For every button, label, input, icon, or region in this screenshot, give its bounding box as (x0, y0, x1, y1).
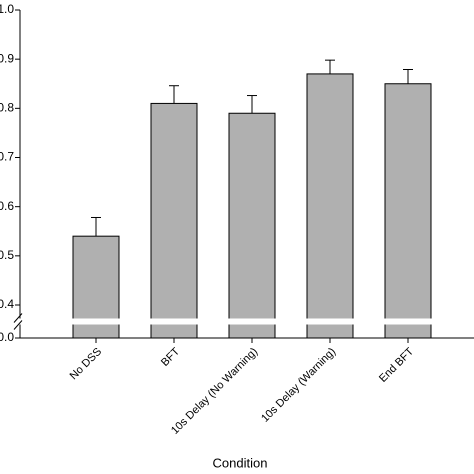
x-tick-label: BFT (159, 345, 182, 368)
bar (384, 83, 432, 339)
bar (306, 73, 354, 339)
bar (228, 112, 276, 339)
break-mark (13, 320, 23, 330)
y-tick-label: 0.8 (0, 101, 14, 115)
y-tick-label: 0.9 (0, 51, 14, 65)
x-tick-label: 10s Delay (Warning) (259, 346, 338, 425)
break-mark (13, 313, 23, 323)
y-tick-label: 1.0 (0, 2, 14, 16)
x-tick-label: 10s Delay (No Warning) (169, 346, 260, 437)
axis-break (12, 318, 466, 325)
y-tick-label: 0.0 (0, 330, 14, 344)
y-tick-label: 0.4 (0, 297, 14, 311)
y-tick-label: 0.7 (0, 150, 14, 164)
x-tick-label: No DSS (68, 346, 105, 383)
bar (150, 102, 198, 339)
x-axis-label: Condition (213, 455, 268, 470)
x-tick-label: End BFT (377, 345, 416, 384)
y-tick-label: 0.6 (0, 199, 14, 213)
y-tick-label: 0.5 (0, 248, 14, 262)
